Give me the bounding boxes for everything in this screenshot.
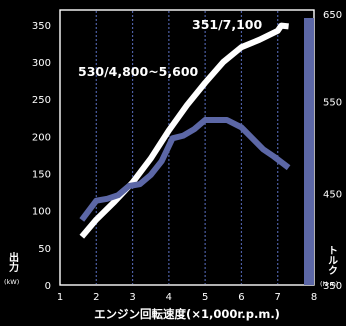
- x-tick-label: 6: [238, 292, 244, 303]
- torque-axis-bar: [304, 18, 314, 285]
- x-tick-label: 5: [202, 292, 208, 303]
- x-tick-label: 8: [311, 292, 317, 303]
- y-axis-left-ticks: 0 50 100 150 200 250 300 350: [32, 21, 51, 292]
- x-tick-label: 7: [275, 292, 281, 303]
- x-tick-label: 1: [57, 292, 63, 303]
- y-left-tick-label: 50: [38, 244, 51, 255]
- y-right-tick-label: 550: [323, 98, 342, 109]
- y-axis-right-unit: (N·m): [320, 280, 338, 288]
- x-axis-label: エンジン回転速度(×1,000r.p.m.): [94, 307, 280, 321]
- x-axis-ticks: 1 2 3 4 5 6 7 8: [57, 292, 317, 303]
- y-left-tick-label: 350: [32, 21, 51, 32]
- torque-scale-bar: [304, 18, 314, 285]
- torque-peak-annotation: 530/4,800~5,600: [78, 64, 199, 79]
- y-left-tick-label: 200: [32, 132, 51, 143]
- x-tick-label: 3: [129, 292, 135, 303]
- plot-area: [59, 9, 315, 286]
- torque-line: [79, 117, 291, 222]
- y-right-tick-label: 350: [323, 281, 342, 292]
- y-left-tick-label: 100: [32, 207, 51, 218]
- y-left-tick-label: 150: [32, 170, 51, 181]
- y-axis-left-name: 出力: [7, 251, 19, 273]
- y-left-tick-label: 300: [32, 58, 51, 69]
- series-lines: [79, 22, 291, 239]
- y-axis-right-ticks: 350 450 550 650: [323, 10, 342, 292]
- y-left-tick-label: 250: [32, 95, 51, 106]
- y-left-tick-label: 0: [45, 281, 51, 292]
- power-peak-annotation: 351/7,100: [192, 17, 262, 32]
- x-tick-label: 2: [93, 292, 99, 303]
- y-right-tick-label: 450: [323, 189, 342, 200]
- y-right-tick-label: 650: [323, 10, 342, 21]
- x-tick-label: 4: [166, 292, 172, 303]
- y-axis-right-name: トルク: [326, 245, 338, 275]
- y-axis-left-unit: (kW): [4, 278, 19, 286]
